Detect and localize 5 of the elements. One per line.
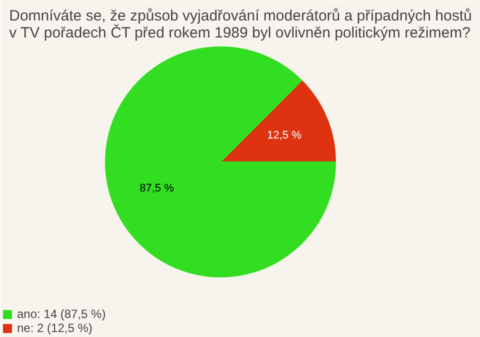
data-label: 87,5 %	[140, 182, 174, 194]
chart-title: Domníváte se, že způsob vyjadřování moderátorů a případných hostů v TV pořadech ČT před rokem 1989 byl ovlivněn politickým režimem?	[9, 8, 472, 42]
legend-label: ne: 2 (12,5 %)	[17, 321, 92, 335]
legend-label: ano: 14 (87,5 %)	[17, 307, 106, 321]
data-label: 12,5 %	[267, 129, 302, 142]
